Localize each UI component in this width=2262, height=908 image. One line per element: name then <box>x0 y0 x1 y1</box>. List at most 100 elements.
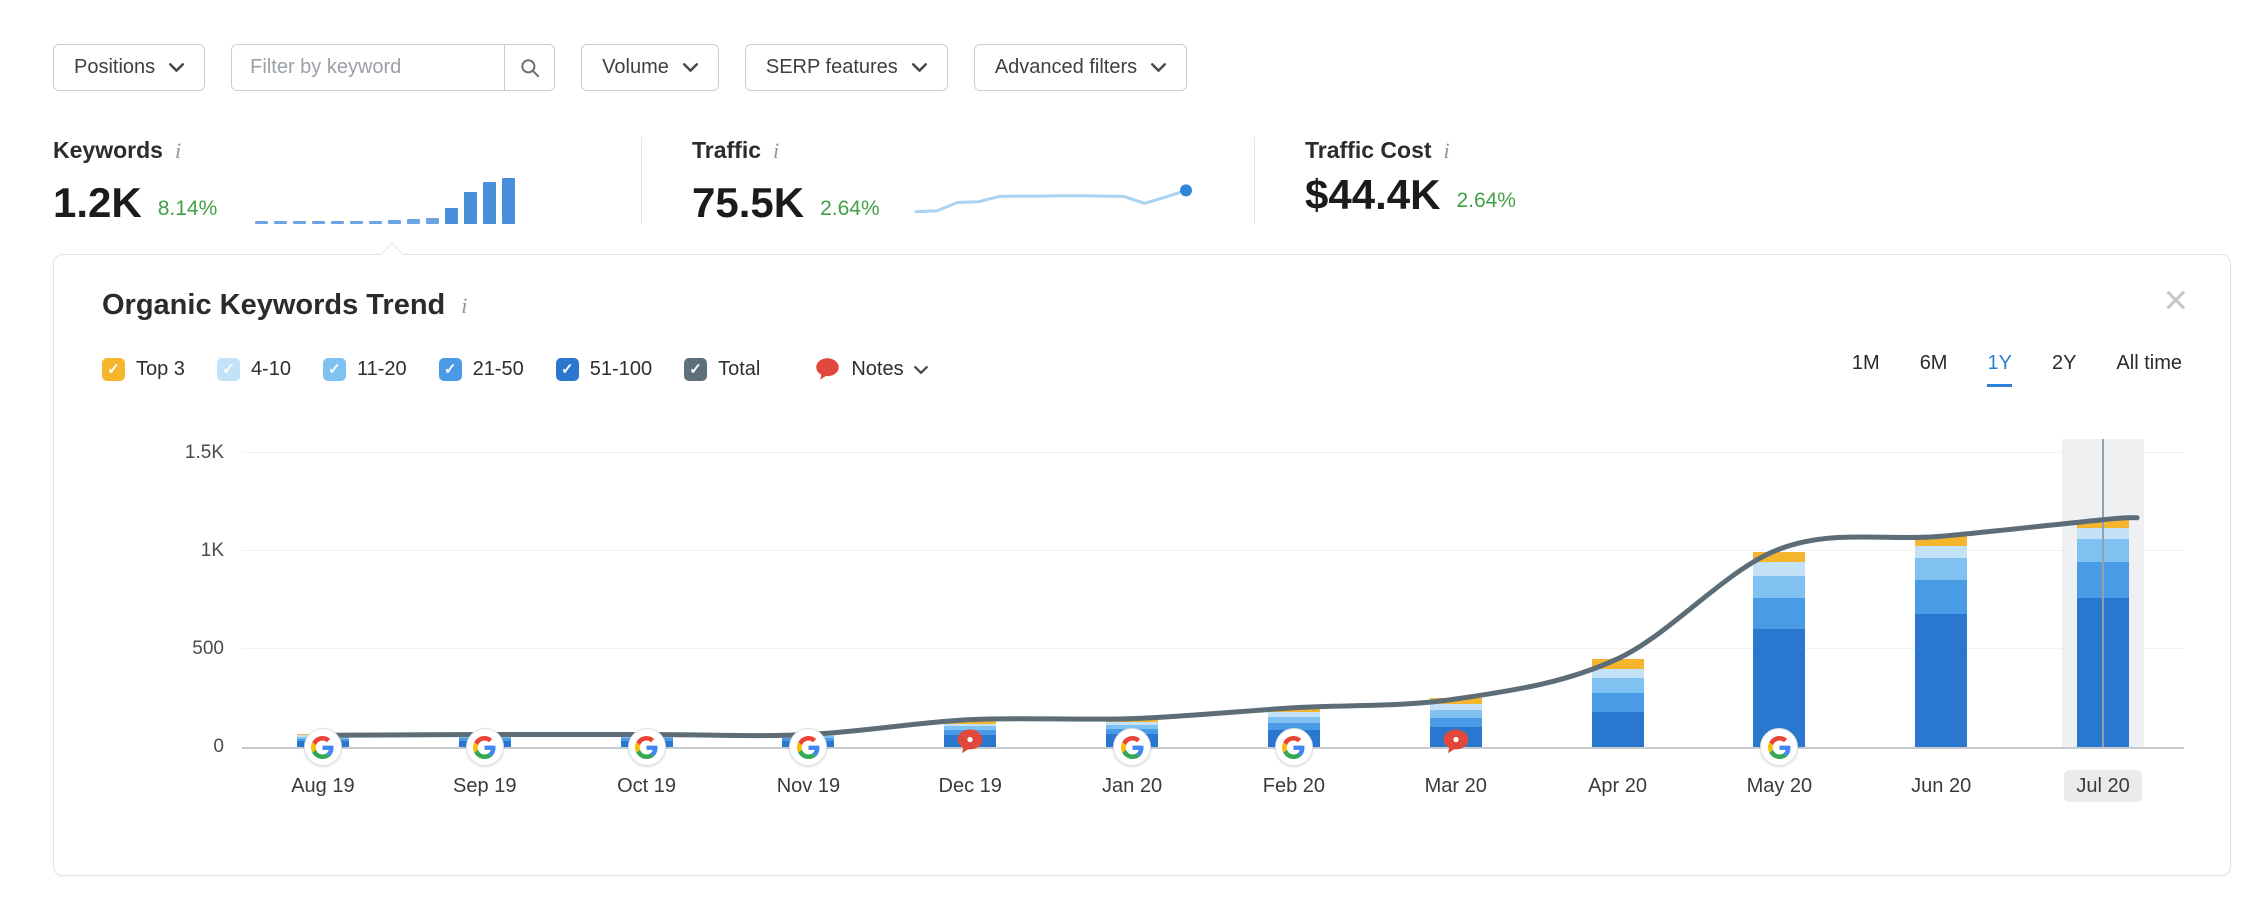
chart-column-jul-20[interactable] <box>2022 439 2184 747</box>
chart-column-oct-19[interactable] <box>566 439 728 766</box>
serp-features-dropdown[interactable]: SERP features <box>744 44 948 91</box>
bar-segment-21-50 <box>1915 580 1968 614</box>
stat-traffic[interactable]: Traffic i 75.5K 2.64% <box>641 137 1254 224</box>
search-button[interactable] <box>504 45 555 90</box>
panel-title: Organic Keywords Trend <box>102 289 446 321</box>
legend: ✓ Top 3 ✓ 4-10 ✓ 11-20 ✓ 21-50 ✓ 51-100 ✓ Total <box>102 358 792 381</box>
filter-toolbar: Positions Volume SERP features Advanced … <box>0 0 2262 91</box>
bar-segment-11-20 <box>1915 557 1968 581</box>
legend-checkbox[interactable]: ✓ <box>322 358 346 381</box>
legend-checkbox[interactable]: ✓ <box>216 358 240 381</box>
chart-column-aug-19[interactable] <box>242 439 404 766</box>
stat-label: Traffic Cost <box>1305 137 1432 163</box>
sparkline-bar <box>350 221 364 224</box>
bar-segment-11-20 <box>944 726 997 731</box>
bar-segment-4-10 <box>1429 704 1482 710</box>
chart-column-jun-20[interactable] <box>1860 439 2022 747</box>
sparkline-bar <box>388 220 402 224</box>
keywords-sparkline <box>255 174 516 224</box>
note-pin[interactable] <box>1441 727 1471 762</box>
stat-change: 2.64% <box>1456 189 1516 212</box>
info-icon[interactable]: i <box>773 137 780 163</box>
stat-traffic-cost[interactable]: Traffic Cost i $44.4K 2.64% <box>1254 137 1562 224</box>
google-icon[interactable] <box>303 728 342 766</box>
keyword-filter-input[interactable] <box>232 45 505 90</box>
legend-item-11-20[interactable]: ✓ 11-20 <box>322 358 407 381</box>
range-2y[interactable]: 2Y <box>2051 352 2077 374</box>
legend-item-total[interactable]: ✓ Total <box>684 358 760 381</box>
chart-column-may-20[interactable] <box>1698 439 1860 766</box>
stat-value: $44.4K <box>1305 171 1441 218</box>
x-axis-label: Feb 20 <box>1262 775 1326 797</box>
bar-segment-51-100 <box>1753 629 1806 747</box>
stat-keywords[interactable]: Keywords i 1.2K 8.14% <box>53 137 641 224</box>
legend-checkbox[interactable]: ✓ <box>684 358 708 381</box>
legend-checkbox[interactable]: ✓ <box>438 358 462 381</box>
info-icon[interactable]: i <box>461 292 468 318</box>
bar-segment-4-10 <box>1753 561 1806 576</box>
chart-column-dec-19[interactable] <box>889 439 1051 754</box>
bar-segment-11-20 <box>1106 724 1159 729</box>
range-6m[interactable]: 6M <box>1919 352 1948 374</box>
google-icon[interactable] <box>1274 728 1313 766</box>
gridline <box>242 452 2184 453</box>
stacked-bar-jun-20[interactable] <box>1915 536 1968 747</box>
sparkline-bar <box>445 208 459 224</box>
legend-item-21-50[interactable]: ✓ 21-50 <box>438 358 524 381</box>
volume-dropdown[interactable]: Volume <box>581 44 719 91</box>
x-axis-label: Sep 19 <box>453 775 517 797</box>
chevron-down-icon <box>913 365 928 374</box>
search-icon <box>520 58 539 77</box>
serp-features-label: SERP features <box>765 56 898 78</box>
close-icon[interactable]: × <box>2163 276 2188 323</box>
legend-checkbox[interactable]: ✓ <box>102 358 125 381</box>
legend-label: 4-10 <box>250 358 291 380</box>
range-1m[interactable]: 1M <box>1851 352 1880 374</box>
google-g <box>1120 735 1144 759</box>
google-icon[interactable] <box>1760 728 1799 766</box>
chart-column-apr-20[interactable] <box>1537 439 1699 747</box>
legend-item-4-10[interactable]: ✓ 4-10 <box>216 358 291 381</box>
x-axis-label: Jan 20 <box>1102 775 1163 797</box>
bar-segment-11-20 <box>1267 716 1320 723</box>
google-icon[interactable] <box>789 728 828 766</box>
google-icon[interactable] <box>465 728 504 766</box>
info-icon[interactable]: i <box>1443 137 1450 163</box>
stacked-bar-apr-20[interactable] <box>1591 658 1644 747</box>
google-g <box>473 735 496 759</box>
chart-column-sep-19[interactable] <box>404 439 566 766</box>
notes-label: Notes <box>851 358 904 380</box>
info-icon[interactable]: i <box>174 137 182 163</box>
panel-notch <box>380 242 404 266</box>
notes-dropdown[interactable]: Notes <box>814 356 928 383</box>
google-icon[interactable] <box>1113 728 1152 766</box>
legend-item-51-100[interactable]: ✓ 51-100 <box>555 358 652 381</box>
bar-segment-4-10 <box>1591 668 1644 679</box>
sparkline-bar <box>293 221 307 224</box>
note-icon <box>816 358 840 380</box>
bar-segment-11-20 <box>1753 575 1806 599</box>
note-pin[interactable] <box>955 727 985 762</box>
legend-item-top-3[interactable]: ✓ Top 3 <box>102 358 185 381</box>
range-1y[interactable]: 1Y <box>1987 352 2012 387</box>
stacked-bar-may-20[interactable] <box>1753 552 1806 747</box>
x-axis-label: Jul 20 <box>2064 770 2142 802</box>
bar-segment-21-50 <box>1267 722 1320 731</box>
advanced-filters-dropdown[interactable]: Advanced filters <box>973 44 1188 91</box>
google-g <box>796 735 820 759</box>
x-axis-label: Aug 19 <box>291 775 355 797</box>
bar-segment-top-3 <box>1915 536 1968 546</box>
y-axis-label: 500 <box>192 638 224 659</box>
bar-slots <box>242 439 2184 766</box>
sparkline-bar <box>331 221 345 224</box>
organic-keywords-trend-panel: Organic Keywords Trend i × ✓ Top 3 ✓ 4-10 ✓ 1… <box>53 242 2231 876</box>
range-all-time[interactable]: All time <box>2116 352 2182 374</box>
stat-label: Keywords <box>53 137 163 163</box>
bar-segment-4-10 <box>1915 545 1968 558</box>
google-g <box>1282 735 1305 759</box>
chart-column-nov-19[interactable] <box>727 439 889 766</box>
plot-area: 0 500 1K 1.5K <box>185 439 2184 766</box>
google-icon[interactable] <box>627 728 666 766</box>
legend-checkbox[interactable]: ✓ <box>555 358 579 381</box>
positions-dropdown[interactable]: Positions <box>53 44 206 91</box>
